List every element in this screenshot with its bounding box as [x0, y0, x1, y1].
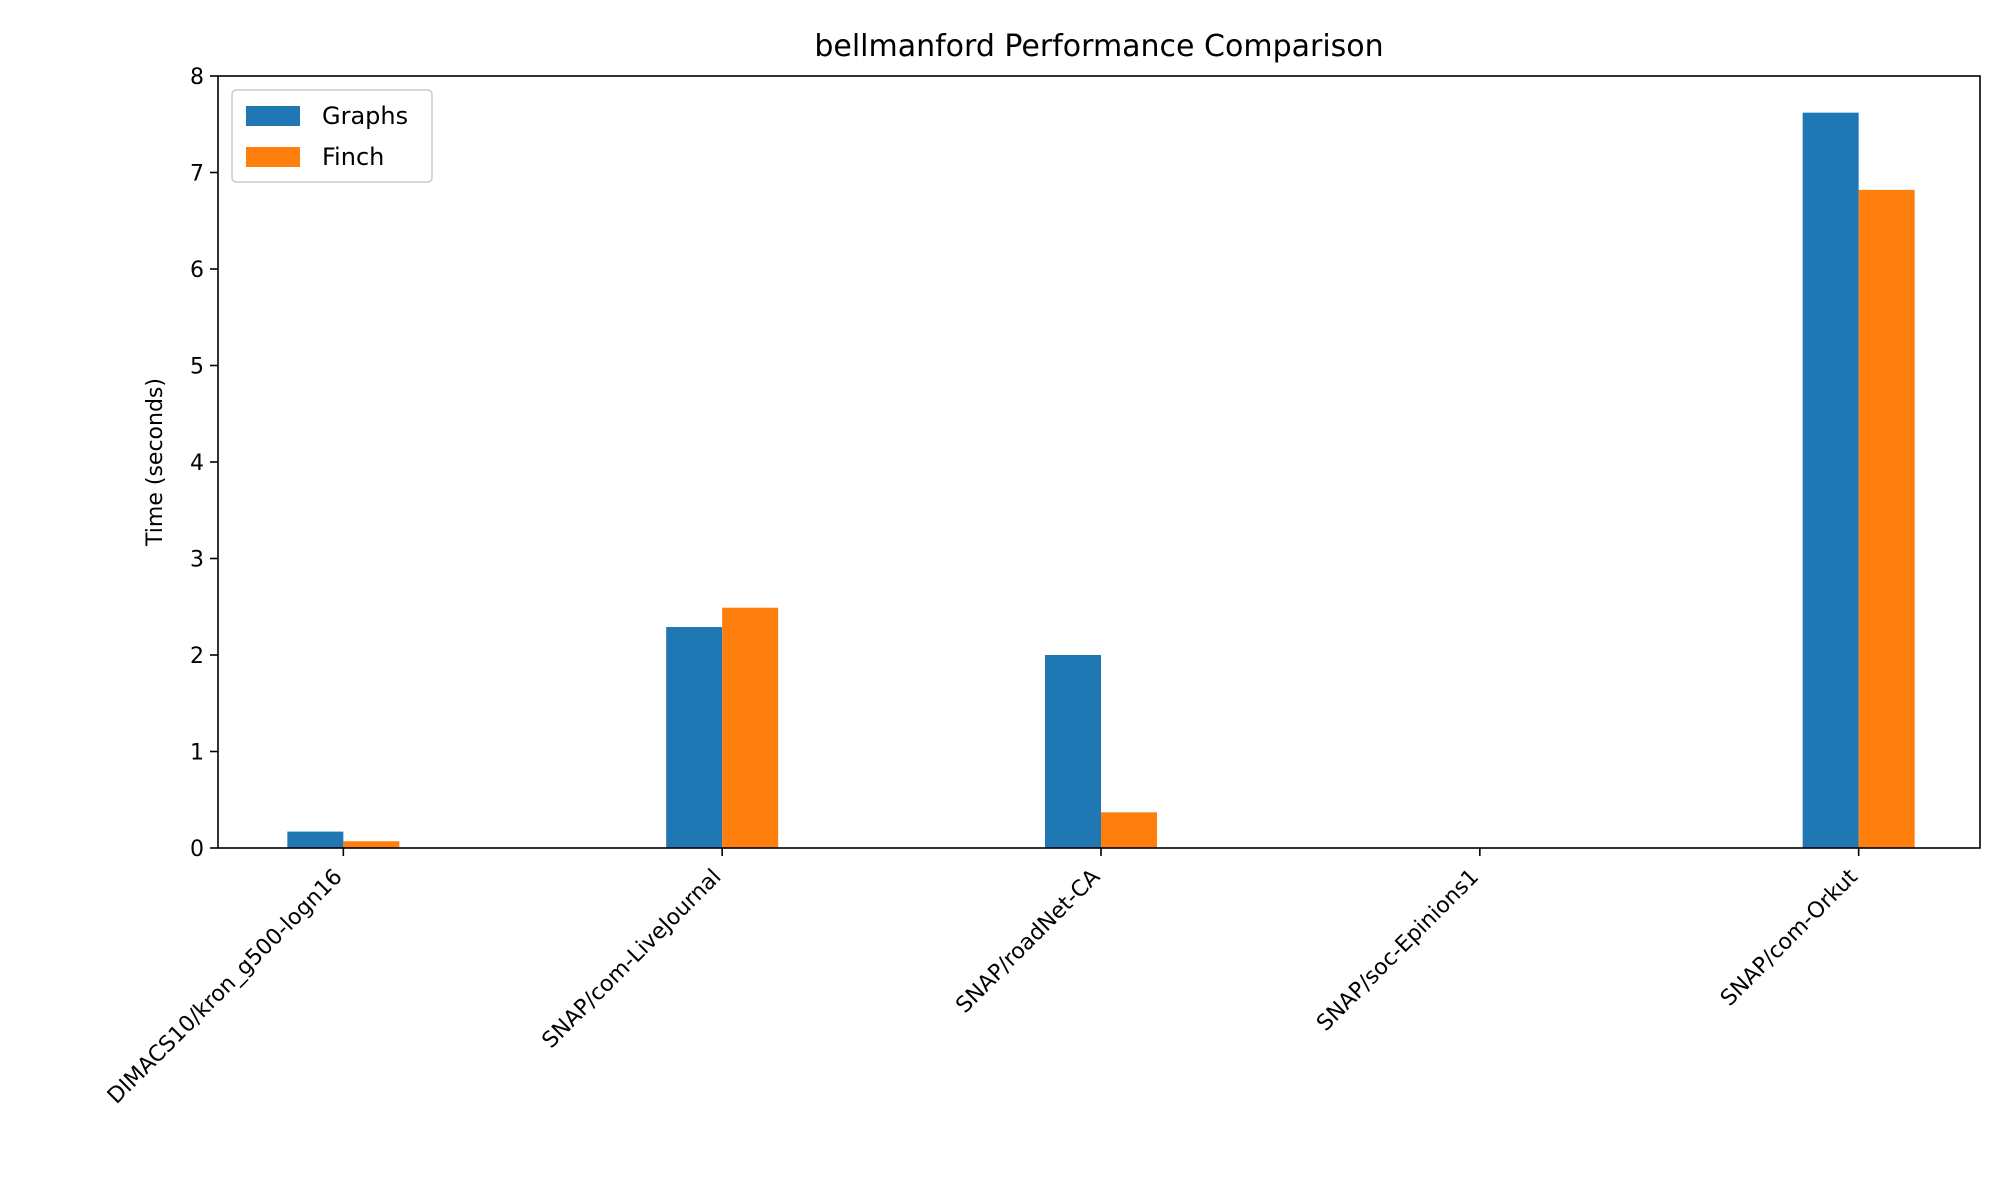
y-axis-title: Time (seconds) [143, 378, 168, 547]
y-axis: 0 1 2 3 4 5 6 7 8 [190, 65, 218, 862]
bar-graphs-2 [1045, 655, 1101, 848]
y-tick-label: 5 [190, 355, 204, 380]
y-tick-label: 1 [190, 741, 204, 766]
chart-title: bellmanford Performance Comparison [814, 29, 1383, 64]
bar-graphs-4 [1802, 112, 1859, 849]
bar-finch-0 [343, 841, 400, 848]
y-tick-label: 3 [190, 548, 204, 573]
x-tick-label: SNAP/soc-Epinions1 [1312, 865, 1484, 1037]
x-tick-label: SNAP/com-LiveJournal [538, 865, 727, 1054]
y-tick-label: 7 [190, 162, 204, 187]
y-tick-label: 6 [190, 258, 204, 283]
bar-finch-2 [1101, 812, 1157, 848]
plot-frame [217, 75, 1981, 849]
legend: Graphs Finch [231, 89, 433, 183]
x-axis: DIMACS10/kron_g500-logn16 SNAP/com-LiveJo… [103, 848, 1863, 1109]
bars-layer [287, 112, 1915, 849]
x-tick-label: DIMACS10/kron_g500-logn16 [103, 865, 348, 1110]
y-tick-label: 0 [190, 837, 204, 862]
y-tick-label: 4 [190, 451, 204, 476]
bar-graphs-1 [666, 627, 723, 848]
x-tick-label: SNAP/roadNet-CA [951, 865, 1105, 1019]
bar-finch-1 [722, 607, 779, 848]
bar-graphs-0 [287, 831, 344, 848]
bar-finch-4 [1858, 189, 1915, 848]
legend-label-finch: Finch [322, 143, 384, 171]
y-tick-label: 8 [190, 65, 204, 90]
y-tick-label: 2 [190, 644, 204, 669]
legend-swatch-graphs [246, 106, 300, 126]
legend-swatch-finch [246, 147, 300, 167]
legend-label-graphs: Graphs [322, 102, 408, 130]
x-tick-label: SNAP/com-Orkut [1716, 864, 1863, 1011]
